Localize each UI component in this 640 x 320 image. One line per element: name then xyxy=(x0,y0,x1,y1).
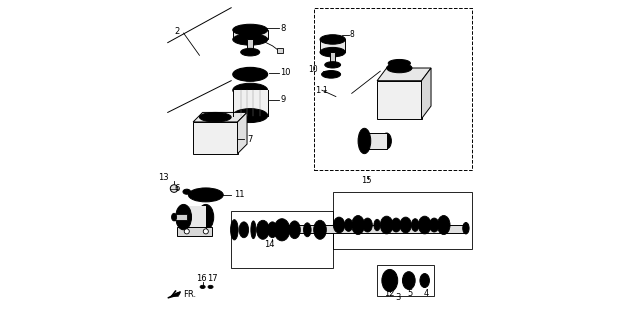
Text: 5: 5 xyxy=(408,289,413,298)
Text: 4: 4 xyxy=(424,289,429,298)
Ellipse shape xyxy=(233,34,268,45)
Ellipse shape xyxy=(380,216,393,234)
Ellipse shape xyxy=(403,272,415,289)
Ellipse shape xyxy=(257,220,269,239)
Ellipse shape xyxy=(233,108,268,123)
Polygon shape xyxy=(377,68,431,81)
Ellipse shape xyxy=(183,189,191,194)
Ellipse shape xyxy=(320,47,346,57)
Bar xyxy=(377,81,422,119)
Polygon shape xyxy=(193,112,247,122)
Ellipse shape xyxy=(352,215,364,235)
Text: 15: 15 xyxy=(361,176,371,185)
Ellipse shape xyxy=(437,215,450,235)
Bar xyxy=(233,90,268,116)
Text: 10: 10 xyxy=(308,65,318,74)
Bar xyxy=(330,52,335,65)
Polygon shape xyxy=(237,112,247,154)
Bar xyxy=(333,192,472,249)
Circle shape xyxy=(170,185,178,192)
Bar xyxy=(174,214,187,220)
Ellipse shape xyxy=(274,219,290,241)
Ellipse shape xyxy=(188,188,223,202)
Bar xyxy=(314,8,472,170)
Ellipse shape xyxy=(233,83,268,97)
Ellipse shape xyxy=(363,218,372,232)
Ellipse shape xyxy=(303,223,311,237)
Ellipse shape xyxy=(251,221,256,239)
Bar xyxy=(320,39,346,52)
Ellipse shape xyxy=(200,112,231,122)
Polygon shape xyxy=(168,292,180,298)
Ellipse shape xyxy=(172,213,177,221)
Ellipse shape xyxy=(268,222,277,238)
Polygon shape xyxy=(177,227,212,236)
Bar xyxy=(247,39,253,52)
Ellipse shape xyxy=(233,24,268,36)
Ellipse shape xyxy=(175,204,191,230)
Text: 11: 11 xyxy=(234,190,244,199)
Bar xyxy=(193,122,237,154)
Text: 10: 10 xyxy=(280,68,291,77)
Text: 16: 16 xyxy=(196,275,206,284)
Text: 12: 12 xyxy=(385,289,395,298)
Bar xyxy=(231,211,333,268)
Ellipse shape xyxy=(382,269,397,292)
Ellipse shape xyxy=(233,68,268,81)
Text: 7: 7 xyxy=(247,135,252,144)
Ellipse shape xyxy=(333,217,345,233)
Ellipse shape xyxy=(324,62,340,68)
Ellipse shape xyxy=(314,220,326,239)
Ellipse shape xyxy=(344,219,353,231)
Text: 6: 6 xyxy=(175,184,180,193)
Bar xyxy=(277,48,283,53)
Circle shape xyxy=(184,229,189,234)
Ellipse shape xyxy=(320,35,346,44)
Bar xyxy=(377,265,434,296)
Ellipse shape xyxy=(230,220,238,240)
Ellipse shape xyxy=(429,218,439,232)
Text: 9: 9 xyxy=(280,95,285,104)
Ellipse shape xyxy=(412,219,419,231)
Ellipse shape xyxy=(419,216,431,234)
Text: 13: 13 xyxy=(157,173,168,182)
Polygon shape xyxy=(422,68,431,119)
Ellipse shape xyxy=(463,222,469,234)
Ellipse shape xyxy=(198,204,214,230)
Ellipse shape xyxy=(392,218,401,232)
Bar xyxy=(260,225,466,233)
Ellipse shape xyxy=(321,70,340,78)
Text: FR.: FR. xyxy=(184,290,196,299)
Text: 1: 1 xyxy=(322,86,326,95)
Ellipse shape xyxy=(241,48,260,56)
Text: 8: 8 xyxy=(280,24,285,33)
Ellipse shape xyxy=(387,63,412,73)
Bar xyxy=(233,30,268,39)
Ellipse shape xyxy=(382,133,392,149)
Ellipse shape xyxy=(374,219,380,231)
Bar xyxy=(364,133,387,149)
Ellipse shape xyxy=(208,285,213,288)
Ellipse shape xyxy=(388,60,410,67)
Ellipse shape xyxy=(239,222,248,238)
Text: 17: 17 xyxy=(207,275,218,284)
Bar xyxy=(184,206,206,228)
Circle shape xyxy=(204,229,209,234)
Text: 3: 3 xyxy=(395,293,401,302)
Text: 8: 8 xyxy=(349,30,354,39)
Text: 14: 14 xyxy=(264,240,275,249)
Ellipse shape xyxy=(200,285,205,288)
Ellipse shape xyxy=(420,274,429,288)
Text: 2: 2 xyxy=(174,27,179,36)
Ellipse shape xyxy=(289,221,300,239)
Ellipse shape xyxy=(400,217,412,233)
Ellipse shape xyxy=(358,128,371,154)
Text: 1: 1 xyxy=(315,86,320,95)
